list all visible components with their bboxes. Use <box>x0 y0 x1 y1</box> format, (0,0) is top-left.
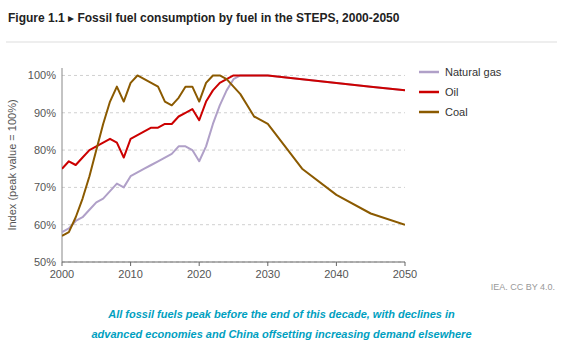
legend-label: Coal <box>445 106 468 118</box>
x-tick <box>130 262 131 266</box>
series-line <box>62 75 405 235</box>
x-axis-line <box>62 262 405 263</box>
y-tick-label: 50% <box>34 256 56 268</box>
grid-line <box>62 150 405 151</box>
caption: advanced economies and China offsetting … <box>91 328 471 340</box>
legend-label: Oil <box>445 86 458 98</box>
x-tick-label: 2010 <box>118 268 142 280</box>
y-axis-line <box>62 68 63 262</box>
series-line <box>62 75 405 168</box>
x-tick <box>267 262 268 266</box>
legend-swatch <box>419 111 439 114</box>
chart: Figure 1.1 ▸ Fossil fuel consumption by … <box>0 0 563 360</box>
legend-swatch <box>419 91 439 94</box>
grid-line <box>62 262 405 263</box>
x-tick-label: 2030 <box>256 268 280 280</box>
x-tick-label: 2040 <box>324 268 348 280</box>
x-tick <box>199 262 200 266</box>
lines <box>62 75 405 235</box>
background <box>0 0 563 360</box>
y-tick-label: 60% <box>34 219 56 231</box>
y-axis-label: Index (peak value = 100%) <box>6 99 18 230</box>
caption: All fossil fuels peak before the end of … <box>107 308 455 320</box>
y-tick-label: 100% <box>28 69 56 81</box>
x-tick <box>336 262 337 266</box>
legend: Natural gas Oil Coal <box>419 66 502 118</box>
y-tick-label: 70% <box>34 181 56 193</box>
y-tick-label: 80% <box>34 144 56 156</box>
grid-line <box>62 224 405 225</box>
grid-line <box>62 112 405 113</box>
credit: IEA. CC BY 4.0. <box>491 282 555 292</box>
separator <box>6 42 557 43</box>
x-tick-label: 2000 <box>50 268 74 280</box>
x-tick <box>62 262 63 266</box>
x-tick-label: 2020 <box>187 268 211 280</box>
legend-label: Natural gas <box>445 66 502 78</box>
grid <box>62 75 405 262</box>
x-tick-label: 2050 <box>393 268 417 280</box>
title: Figure 1.1 ▸ Fossil fuel consumption by … <box>8 11 400 25</box>
legend-swatch <box>419 71 439 74</box>
series-line <box>62 75 405 232</box>
x-tick <box>405 262 406 266</box>
y-tick-label: 90% <box>34 107 56 119</box>
